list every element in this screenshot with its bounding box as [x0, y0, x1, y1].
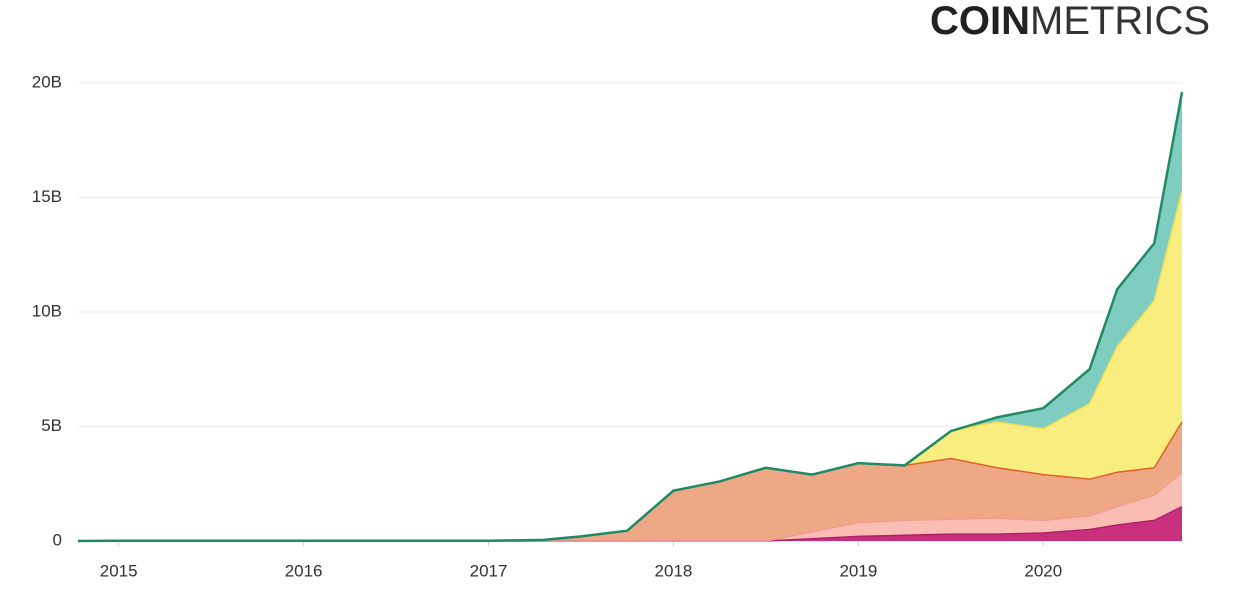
x-tick-label: 2018: [655, 561, 693, 580]
x-tick-label: 2017: [470, 561, 508, 580]
logo-light: METRICS: [1030, 0, 1210, 43]
area-line: [77, 91, 1184, 543]
logo-bold: COIN: [930, 0, 1030, 43]
area-fill: [78, 506, 1182, 541]
x-tick-label: 2019: [839, 561, 877, 580]
area-fill: [78, 472, 1182, 541]
logo: COINMETRICS: [930, 0, 1210, 43]
y-tick-label: 5B: [41, 416, 62, 435]
area-fill: [78, 421, 1182, 541]
x-tick-label: 2015: [100, 561, 138, 580]
y-tick-label: 10B: [32, 301, 62, 320]
x-tick-label: 2016: [285, 561, 323, 580]
y-tick-label: 0: [53, 530, 62, 549]
y-tick-label: 20B: [32, 72, 62, 91]
x-tick-label: 2020: [1024, 561, 1062, 580]
y-tick-label: 15B: [32, 187, 62, 206]
